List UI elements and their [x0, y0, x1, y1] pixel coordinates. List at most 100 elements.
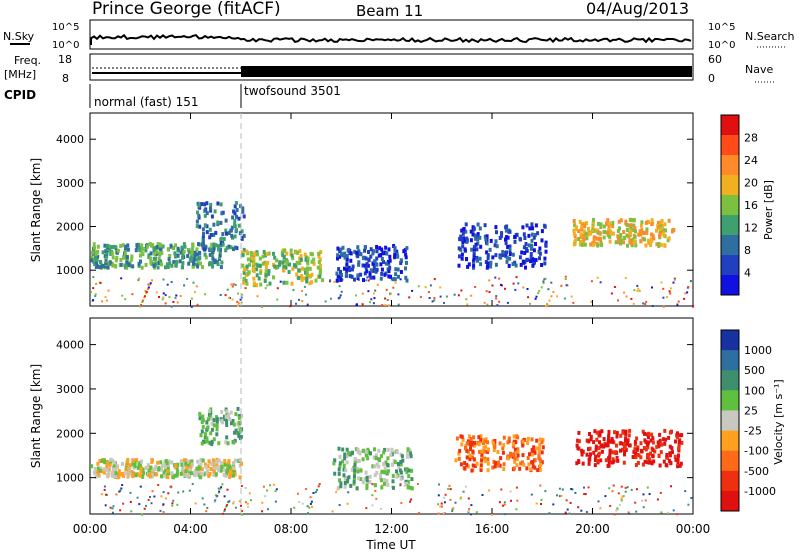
speckle-mark: [431, 300, 434, 303]
speckle-mark: [247, 505, 250, 508]
region-1-mark: [224, 218, 228, 223]
speckle-mark: [115, 493, 118, 496]
region-3-mark: [526, 456, 530, 460]
speckle-mark: [546, 303, 548, 306]
region-3-mark: [361, 256, 365, 261]
region-3-mark: [492, 448, 496, 453]
speckle-mark: [101, 300, 103, 303]
region-5-mark: [591, 224, 595, 229]
region-2-mark: [272, 251, 275, 256]
region-5-mark: [592, 239, 596, 244]
region-1-mark: [195, 224, 199, 229]
region-4-mark: [623, 442, 627, 447]
speckle-mark: [662, 305, 665, 308]
region-0-mark: [218, 250, 222, 255]
region-4-mark: [615, 434, 619, 439]
region-3-mark: [397, 274, 400, 279]
region-0-mark: [203, 252, 207, 257]
speckle-mark: [542, 282, 545, 285]
region-3-mark: [509, 451, 512, 456]
cpid-label: CPID: [4, 88, 36, 102]
speckle-mark: [129, 501, 132, 503]
region-1-mark: [208, 227, 212, 232]
region-3-mark: [463, 466, 467, 471]
colorbar-tick-label: 4: [744, 267, 751, 280]
region-2-mark: [255, 267, 259, 272]
region-4-mark: [538, 256, 541, 261]
region-5-mark: [625, 233, 629, 238]
region-0-mark: [223, 461, 227, 466]
region-3-mark: [348, 268, 352, 273]
speckle-mark: [217, 492, 220, 495]
region-0-mark: [174, 464, 178, 468]
region-0-mark: [187, 473, 190, 478]
speckle-mark: [141, 301, 144, 303]
speckle-mark: [537, 292, 540, 295]
region-4-mark: [476, 222, 480, 227]
region-5-mark: [658, 232, 662, 237]
speckle-mark: [535, 502, 538, 505]
region-4-mark: [504, 228, 508, 233]
region-4-mark: [635, 436, 639, 441]
region-0-mark: [152, 263, 156, 268]
region-0-mark: [153, 258, 157, 263]
region-3-mark: [501, 450, 505, 455]
region-2-mark: [405, 467, 409, 472]
region-5-mark: [592, 217, 595, 222]
speckle-mark: [136, 496, 139, 499]
region-4-mark: [472, 245, 476, 250]
region-5-mark: [649, 237, 653, 242]
region-4-mark: [621, 430, 625, 435]
region-1-mark: [200, 420, 204, 425]
region-0-mark: [109, 457, 113, 462]
speckle-mark: [267, 508, 269, 511]
region-2-mark: [399, 460, 403, 464]
region-0-mark: [111, 263, 115, 268]
region-2-mark: [349, 483, 353, 488]
speckle-mark: [153, 495, 156, 498]
region-3-mark: [356, 245, 360, 250]
region-0-mark: [180, 245, 184, 250]
region-2-mark: [288, 262, 291, 267]
region-2-mark: [382, 462, 386, 467]
region-2-mark: [373, 464, 377, 469]
region-3-mark: [484, 444, 488, 449]
region-2-mark: [305, 279, 309, 284]
region-3-mark: [502, 467, 506, 471]
speckle-mark: [384, 297, 387, 300]
region-2-mark: [353, 457, 357, 461]
region-0-mark: [144, 248, 148, 253]
region-4-mark: [478, 235, 482, 240]
region-0-mark: [105, 473, 109, 478]
region-4-mark: [667, 435, 671, 440]
region-2-mark: [374, 456, 378, 461]
region-3-mark: [512, 466, 516, 471]
region-0-mark: [111, 473, 114, 478]
region-0-mark: [102, 470, 106, 475]
region-4-mark: [488, 247, 492, 252]
speckle-mark: [214, 494, 217, 497]
region-4-mark: [472, 263, 476, 268]
region-4-mark: [474, 236, 478, 241]
region-3-mark: [478, 449, 481, 454]
speckle-mark: [312, 492, 315, 494]
region-3-mark: [339, 277, 343, 282]
region-1-mark: [219, 236, 223, 241]
region-4-mark: [506, 235, 510, 240]
speckle-mark: [307, 512, 310, 515]
speckle-mark: [162, 491, 165, 494]
region-2-mark: [407, 468, 411, 473]
speckle-mark: [556, 494, 558, 497]
speckle-mark: [548, 299, 551, 302]
region-3-mark: [463, 461, 467, 465]
region-3-mark: [465, 441, 469, 446]
region-4-mark: [464, 229, 468, 234]
speckle-mark: [375, 497, 378, 500]
speckle-mark: [272, 483, 275, 486]
speckle-mark: [111, 507, 114, 510]
region-4-mark: [472, 251, 476, 256]
region-3-mark: [535, 446, 539, 451]
region-0-mark: [96, 470, 99, 475]
region-2-mark: [341, 459, 345, 464]
